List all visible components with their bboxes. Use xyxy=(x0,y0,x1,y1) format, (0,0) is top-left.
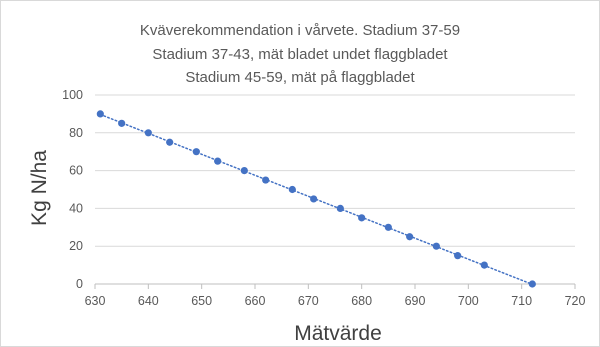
data-point xyxy=(214,157,222,165)
x-axis-title: Mätvärde xyxy=(294,322,382,345)
y-tick-label: 40 xyxy=(69,201,83,215)
chart-title-line-3: Stadium 45-59, mät på flaggbladet xyxy=(185,69,415,86)
y-axis-title: Kg N/ha xyxy=(28,150,51,226)
data-point xyxy=(454,252,462,260)
data-point xyxy=(406,233,414,241)
x-tick-label: 660 xyxy=(245,294,266,308)
data-point xyxy=(192,148,200,156)
data-point xyxy=(358,214,366,222)
x-axis-ticks: 630 640 650 660 670 680 690 700 710 720 xyxy=(85,284,586,308)
data-point xyxy=(166,138,174,146)
data-point xyxy=(240,167,248,175)
data-points xyxy=(96,110,536,288)
gridlines xyxy=(95,94,575,285)
y-tick-label: 20 xyxy=(69,239,83,253)
data-point xyxy=(432,242,440,250)
x-tick-label: 690 xyxy=(405,294,426,308)
data-point xyxy=(96,110,104,118)
x-tick-label: 630 xyxy=(85,294,106,308)
chart-title: Kväverekommendation i vårvete. Stadium 3… xyxy=(140,22,460,86)
chart-title-line-2: Stadium 37-43, mät bladet undet flaggbla… xyxy=(152,46,448,63)
data-point xyxy=(528,280,536,288)
data-point xyxy=(262,176,270,184)
data-point xyxy=(336,204,344,212)
data-point xyxy=(144,129,152,137)
y-axis-ticks: 0 20 40 60 80 100 xyxy=(62,88,83,291)
x-tick-label: 670 xyxy=(298,294,319,308)
x-tick-label: 720 xyxy=(565,294,586,308)
y-tick-label: 0 xyxy=(76,277,83,291)
data-point xyxy=(118,119,126,127)
y-tick-label: 80 xyxy=(69,126,83,140)
x-tick-label: 650 xyxy=(191,294,212,308)
x-tick-label: 680 xyxy=(351,294,372,308)
data-point xyxy=(288,185,296,194)
x-tick-label: 710 xyxy=(511,294,532,308)
data-point xyxy=(480,261,488,269)
y-tick-label: 60 xyxy=(69,164,83,178)
y-tick-label: 100 xyxy=(62,88,83,102)
chart-title-line-1: Kväverekommendation i vårvete. Stadium 3… xyxy=(140,22,460,39)
x-tick-label: 640 xyxy=(138,294,159,308)
x-tick-label: 700 xyxy=(458,294,479,308)
data-point xyxy=(384,223,392,231)
data-point xyxy=(310,195,318,203)
